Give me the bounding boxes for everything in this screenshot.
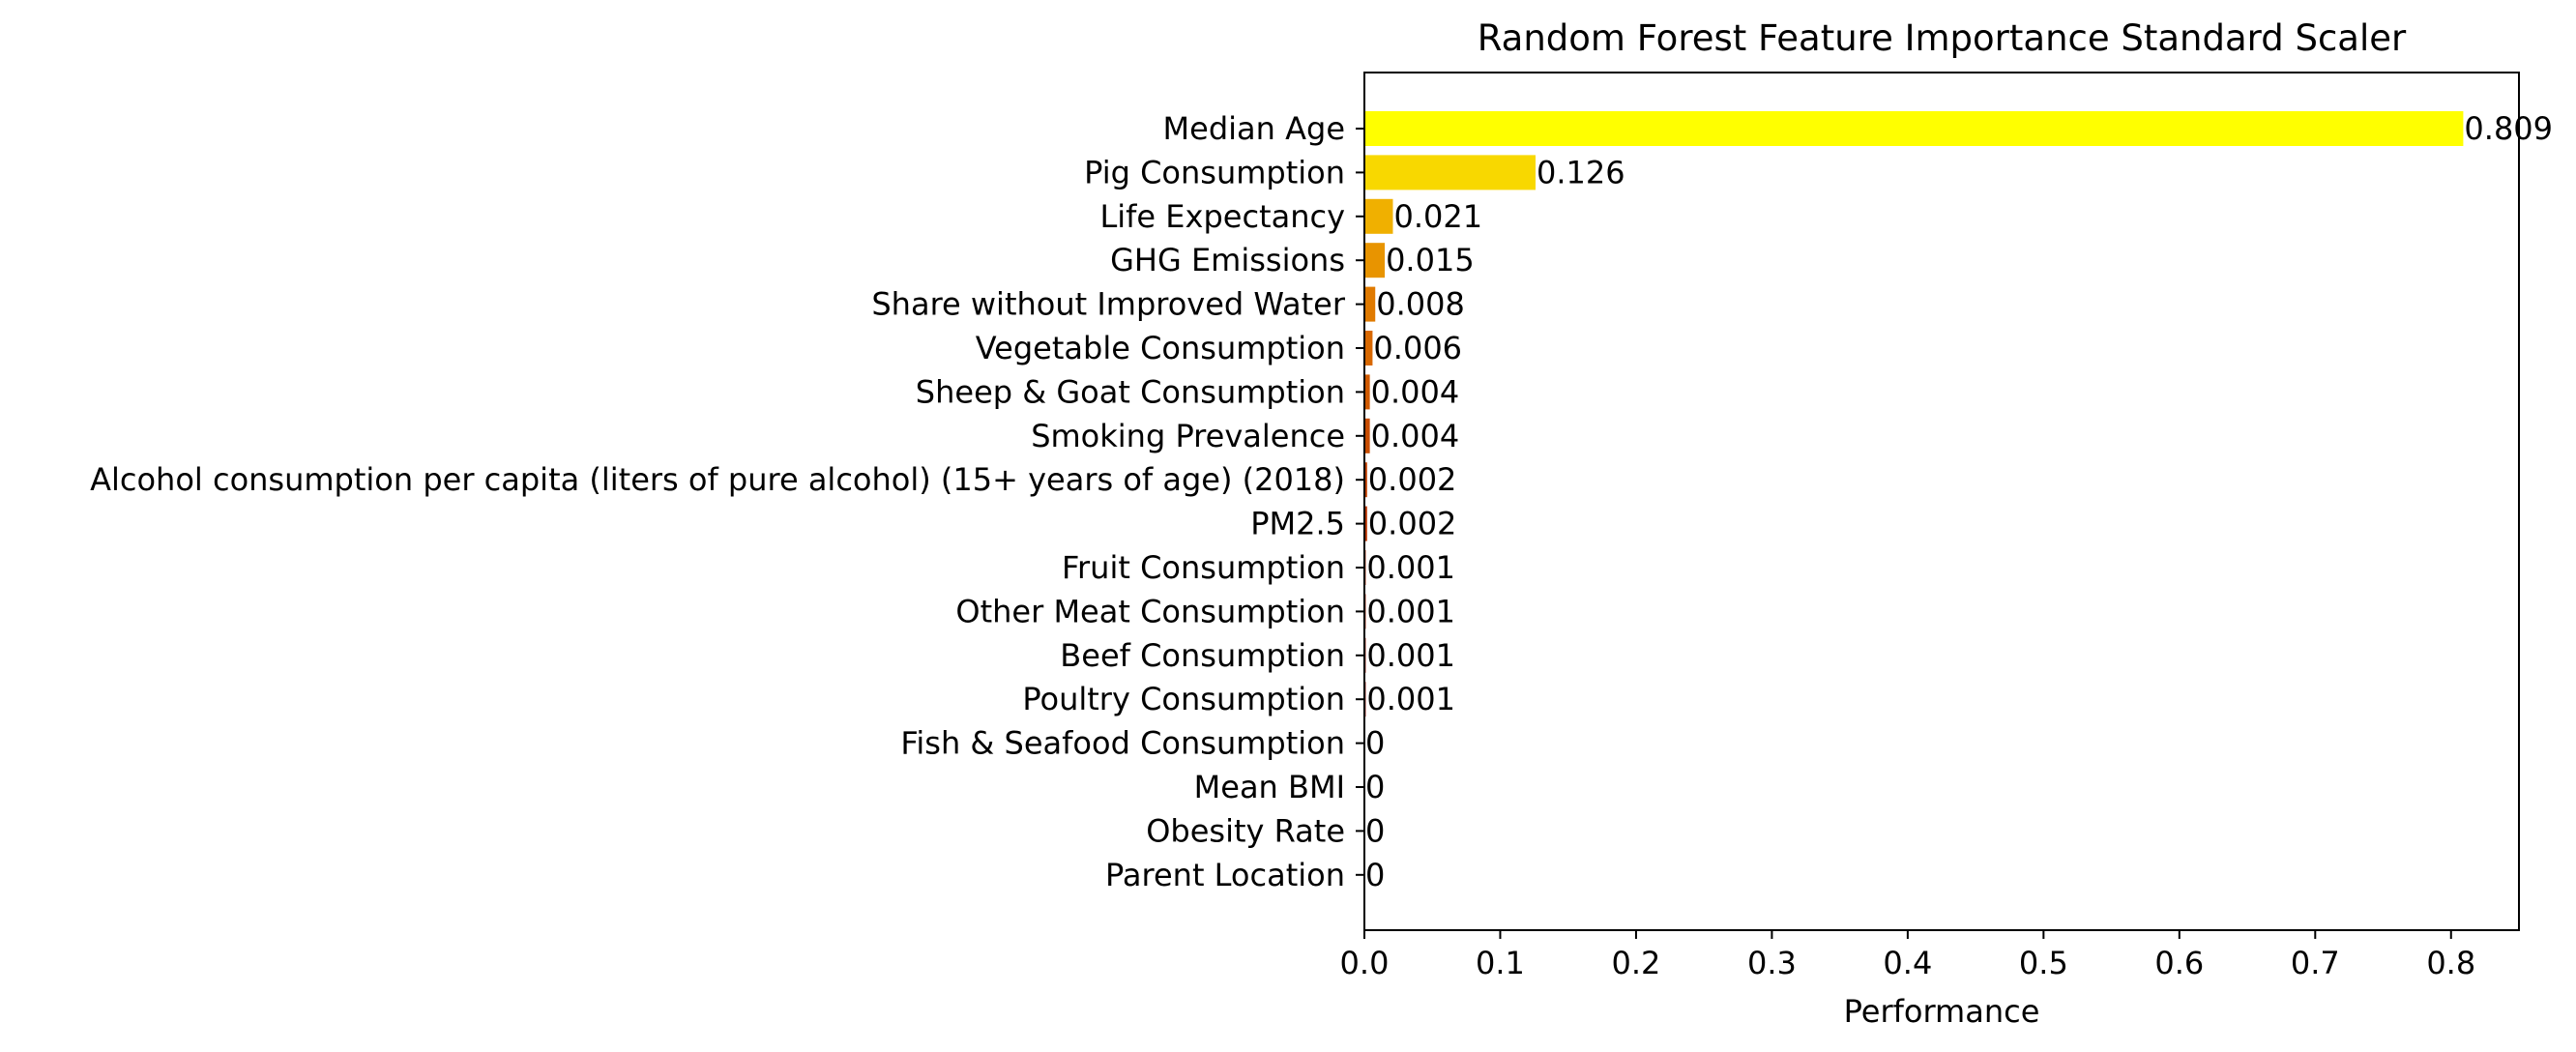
value-label: 0 [1365,857,1385,893]
category-label: Beef Consumption [1060,637,1345,674]
category-label: Mean BMI [1194,769,1345,805]
x-tick-label: 0.2 [1611,945,1660,981]
value-label: 0 [1365,812,1385,849]
value-label: 0.001 [1366,681,1455,717]
bar [1364,418,1370,453]
category-label: Parent Location [1105,857,1345,893]
bar [1364,506,1367,541]
x-tick-label: 0.0 [1340,945,1390,981]
x-axis-label: Performance [1844,993,2040,1030]
value-label: 0.126 [1537,154,1625,190]
value-label: 0.809 [2464,110,2553,147]
category-label: PM2.5 [1250,506,1345,542]
value-label: 0.002 [1368,461,1457,498]
bar [1364,198,1393,234]
x-axis-ticks: 0.0 0.1 0.2 0.3 0.4 0.5 0.6 0.7 0.8 [1340,930,2475,981]
value-label: 0 [1365,725,1385,762]
value-label: 0.001 [1366,637,1455,674]
category-label: Fish & Seafood Consumption [900,725,1345,762]
category-label: Smoking Prevalence [1031,418,1345,454]
bar [1364,111,2464,146]
value-label: 0.001 [1366,593,1455,629]
x-tick-label: 0.6 [2154,945,2204,981]
x-tick-label: 0.5 [2019,945,2068,981]
bar [1364,331,1373,365]
value-label: 0.008 [1376,286,1465,323]
category-label: Vegetable Consumption [976,330,1345,366]
value-label: 0.021 [1393,198,1482,235]
category-label: Median Age [1163,110,1345,147]
category-label: Sheep & Goat Consumption [916,373,1345,410]
x-tick-label: 0.4 [1883,945,1932,981]
value-label: 0.002 [1368,506,1457,542]
x-tick-label: 0.1 [1476,945,1525,981]
value-label: 0.004 [1371,418,1460,454]
plot-frame [1363,72,2520,931]
bar [1364,374,1370,410]
bar [1364,462,1367,498]
category-label: Pig Consumption [1084,154,1345,190]
bar [1364,286,1376,322]
value-label: 0.006 [1373,330,1462,366]
category-label: GHG Emissions [1110,242,1345,278]
category-label: Obesity Rate [1146,812,1345,849]
bar [1364,243,1386,278]
bars-group [1364,111,2464,717]
category-label: Fruit Consumption [1062,549,1345,586]
category-labels: Median Age Pig Consumption Life Expectancy… [90,110,1364,893]
category-label: Share without Improved Water [871,286,1345,323]
value-label: 0.004 [1371,373,1460,410]
x-tick-label: 0.8 [2426,945,2475,981]
category-label: Poultry Consumption [1022,681,1345,717]
category-label: Alcohol consumption per capita (liters o… [90,461,1345,498]
bar [1364,155,1536,190]
category-label: Life Expectancy [1099,198,1345,235]
category-label: Other Meat Consumption [955,593,1345,629]
value-label: 0.001 [1366,549,1455,586]
x-tick-label: 0.7 [2291,945,2340,981]
chart-title: Random Forest Feature Importance Standar… [1478,17,2407,59]
value-labels: 0.809 0.126 0.021 0.015 0.008 0.006 0.004 0.004… [1365,110,2553,893]
value-label: 0 [1365,769,1385,805]
value-label: 0.015 [1386,242,1475,278]
x-tick-label: 0.3 [1747,945,1797,981]
